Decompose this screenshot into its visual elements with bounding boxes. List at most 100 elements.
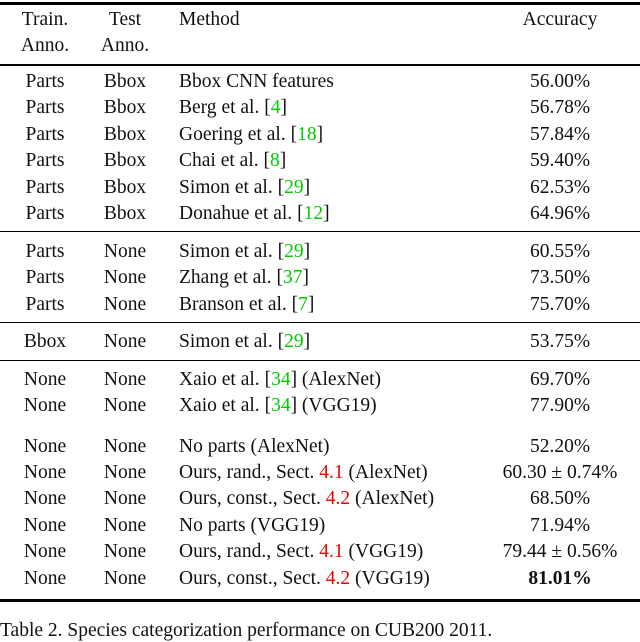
accuracy: 57.84% — [529, 124, 591, 145]
test-annotation: None — [103, 462, 147, 483]
method-text: [ — [272, 241, 285, 262]
test-annotation: None — [103, 369, 147, 390]
method: Simon et al. [29] — [179, 177, 310, 199]
method-text: Donahue — [179, 203, 255, 224]
test-annotation: None — [103, 294, 147, 315]
header-rule — [0, 64, 640, 66]
train-annotation: Parts — [25, 71, 65, 92]
method-text: et al. — [234, 331, 273, 352]
method: No parts (AlexNet) — [179, 436, 330, 458]
section-link[interactable]: 4.2 — [325, 488, 351, 509]
citation-link[interactable]: 4 — [270, 97, 281, 118]
train-annotation: None — [23, 395, 67, 416]
test-annotation: Bbox — [103, 124, 147, 145]
section-link[interactable]: 4.1 — [319, 462, 344, 483]
method-text: [ — [271, 267, 283, 288]
method-text: Branson — [179, 294, 249, 315]
citation-link[interactable]: 29 — [284, 331, 304, 352]
method: Ours, const., Sect. 4.2 (VGG19) — [179, 568, 430, 590]
method-text: et al. — [234, 177, 273, 198]
accuracy: 68.50% — [529, 488, 591, 509]
method-text: Ours, rand., Sect. — [179, 462, 320, 483]
method-text: Ours, const., Sect. — [179, 568, 326, 589]
test-annotation: None — [103, 515, 147, 536]
method-text: [ — [259, 395, 272, 416]
method-text: Simon — [179, 241, 235, 262]
method-text: Simon — [179, 177, 235, 198]
section-link[interactable]: 4.2 — [325, 568, 351, 589]
method: Ours, const., Sect. 4.2 (AlexNet) — [179, 488, 434, 510]
method: Berg et al. [4] — [179, 97, 287, 119]
accuracy: 59.40% — [529, 150, 591, 171]
group-rule — [0, 322, 640, 323]
test-annotation: None — [103, 267, 147, 288]
citation-link[interactable]: 29 — [284, 177, 304, 198]
method-text: Goering — [179, 124, 248, 145]
method: Xaio et al. [34] (AlexNet) — [179, 369, 381, 391]
method-text: ] — [280, 97, 287, 118]
method-text: [ — [286, 294, 299, 315]
method-text: et al. — [233, 267, 272, 288]
accuracy: 56.78% — [529, 97, 591, 118]
method: Zhang et al. [37] — [179, 267, 309, 289]
method: No parts (VGG19) — [179, 515, 325, 537]
citation-link[interactable]: 29 — [284, 241, 304, 262]
method-text: Xaio — [179, 369, 222, 390]
accuracy: 53.75% — [529, 331, 591, 352]
accuracy: 60.55% — [529, 241, 591, 262]
citation-link[interactable]: 7 — [298, 294, 308, 315]
accuracy: 81.01% — [528, 568, 592, 589]
method-text: Ours, rand., Sect. — [179, 541, 320, 562]
section-link[interactable]: 4.1 — [319, 541, 344, 562]
citation-link[interactable]: 34 — [271, 369, 291, 390]
header-accuracy: Accuracy — [522, 9, 598, 30]
test-annotation: Bbox — [103, 177, 147, 198]
method: Branson et al. [7] — [179, 294, 314, 316]
test-annotation: None — [103, 488, 147, 509]
train-annotation: Parts — [25, 294, 65, 315]
header-test-line1: Test — [108, 9, 142, 30]
citation-link[interactable]: 34 — [271, 395, 291, 416]
method-text: [ — [259, 369, 272, 390]
train-annotation: Parts — [25, 150, 65, 171]
train-annotation: Parts — [25, 124, 65, 145]
train-annotation: Bbox — [23, 331, 67, 352]
accuracy: 73.50% — [529, 267, 591, 288]
method-text: et al. — [221, 97, 260, 118]
method-text: ] — [307, 294, 315, 315]
method-text: et al. — [221, 369, 260, 390]
train-annotation: None — [23, 369, 67, 390]
header-train-line2: Anno. — [20, 35, 70, 56]
accuracy: 62.53% — [529, 177, 591, 198]
method: Xaio et al. [34] (VGG19) — [179, 395, 377, 417]
test-annotation: None — [103, 395, 147, 416]
method-text: [ — [258, 150, 271, 171]
method: Ours, rand., Sect. 4.1 (VGG19) — [179, 541, 423, 563]
test-annotation: None — [103, 241, 147, 262]
test-annotation: Bbox — [103, 97, 147, 118]
method-text: ] — [302, 267, 309, 288]
header-method: Method — [179, 9, 240, 30]
test-annotation: Bbox — [103, 203, 147, 224]
method-text: (AlexNet) — [350, 488, 435, 509]
citation-link[interactable]: 37 — [282, 267, 303, 288]
method-text: Simon — [179, 331, 235, 352]
method-text: ] — [303, 241, 311, 262]
method-text: Chai — [179, 150, 221, 171]
method-text: Berg — [179, 97, 222, 118]
accuracy: 60.30 ± 0.74% — [502, 462, 618, 483]
train-annotation: None — [23, 568, 67, 589]
citation-link[interactable]: 18 — [297, 124, 317, 145]
header-train-line1: Train. — [21, 9, 69, 30]
test-annotation: None — [103, 331, 147, 352]
citation-link[interactable]: 12 — [303, 203, 324, 224]
method: Ours, rand., Sect. 4.1 (AlexNet) — [179, 462, 428, 484]
accuracy: 52.20% — [529, 436, 591, 457]
test-annotation: None — [103, 436, 147, 457]
method: Bbox CNN features — [179, 71, 334, 93]
citation-link[interactable]: 8 — [270, 150, 280, 171]
header-test-line2: Anno. — [100, 35, 150, 56]
method-text: No parts (VGG19) — [179, 515, 326, 536]
accuracy: 79.44 ± 0.56% — [502, 541, 618, 562]
test-annotation: Bbox — [103, 150, 147, 171]
